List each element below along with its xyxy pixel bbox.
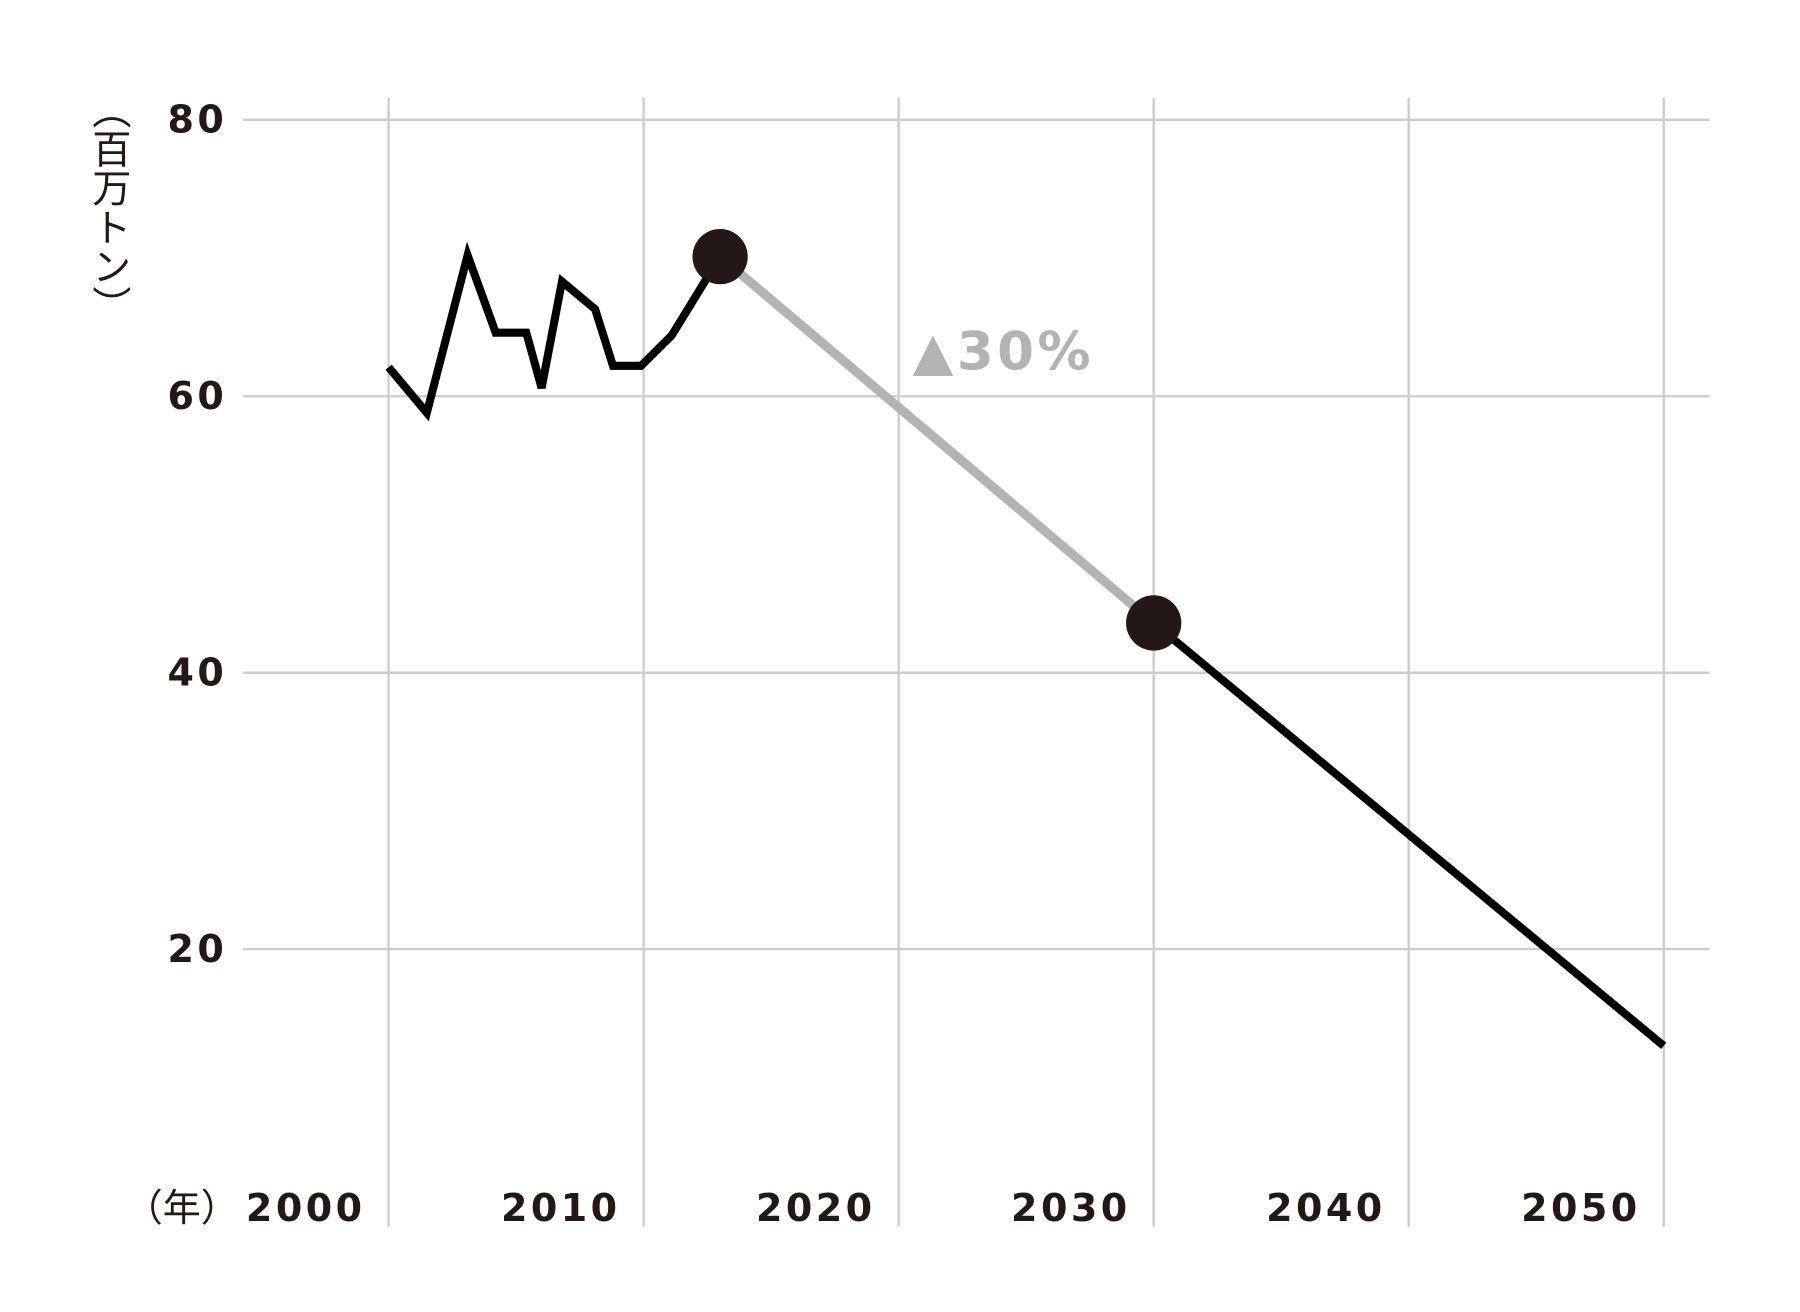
x-axis-label: （年） [125,1186,239,1230]
line [1151,619,1667,1050]
y-tick-label: 60 [168,374,228,418]
x-tick-label: 2050 [1521,1186,1641,1230]
annotation: ▲30% [913,321,1094,382]
x-tick-label: 2030 [1011,1186,1131,1230]
y-tick-label: 40 [168,651,228,695]
x-tick-label: 2000 [246,1186,366,1230]
marker [692,228,748,285]
marker [1126,595,1182,651]
x-tick-label: 2020 [756,1186,876,1230]
y-tick-label: 80 [168,98,228,142]
x-tick-label: 2040 [1266,1186,1386,1230]
x-tick-label: 2010 [501,1186,621,1230]
y-axis-label: （百万トン） [86,90,132,325]
y-tick-label: 20 [168,927,228,971]
line [385,241,724,422]
line [717,253,1157,627]
